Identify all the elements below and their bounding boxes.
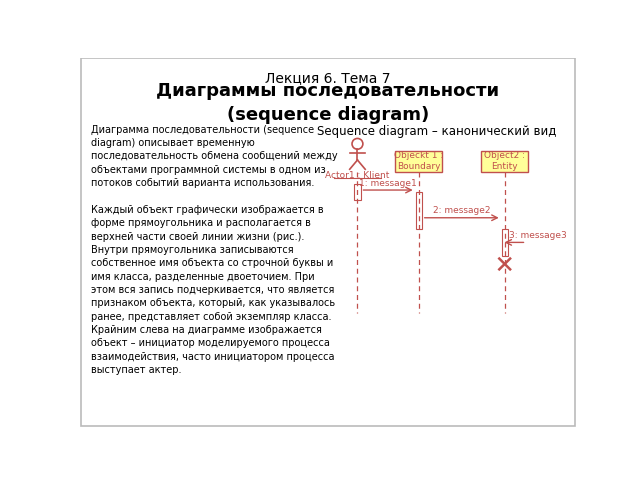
Bar — [355, 184, 360, 200]
Text: Диаграммы последовательности
(sequence diagram): Диаграммы последовательности (sequence d… — [156, 82, 500, 124]
Text: Лекция 6. Тема 7: Лекция 6. Тема 7 — [265, 72, 391, 85]
Bar — [396, 151, 442, 172]
Text: Диаграмма последовательности (sequence
diagram) описывает временную
последовател: Диаграмма последовательности (sequence d… — [91, 125, 337, 375]
Text: Sequence diagram – канонический вид: Sequence diagram – канонический вид — [317, 125, 556, 138]
Text: Actor1 : Klient: Actor1 : Klient — [325, 171, 390, 180]
Bar — [415, 192, 422, 228]
Bar — [502, 228, 508, 256]
Bar — [481, 151, 528, 172]
Text: 2: message2: 2: message2 — [433, 206, 490, 216]
Text: Objeckt 1 :
Boundary: Objeckt 1 : Boundary — [394, 151, 444, 171]
Text: Object2 :
Entity: Object2 : Entity — [484, 151, 525, 171]
Text: 1: message1: 1: message1 — [359, 179, 417, 188]
Text: 3: message3: 3: message3 — [509, 231, 566, 240]
